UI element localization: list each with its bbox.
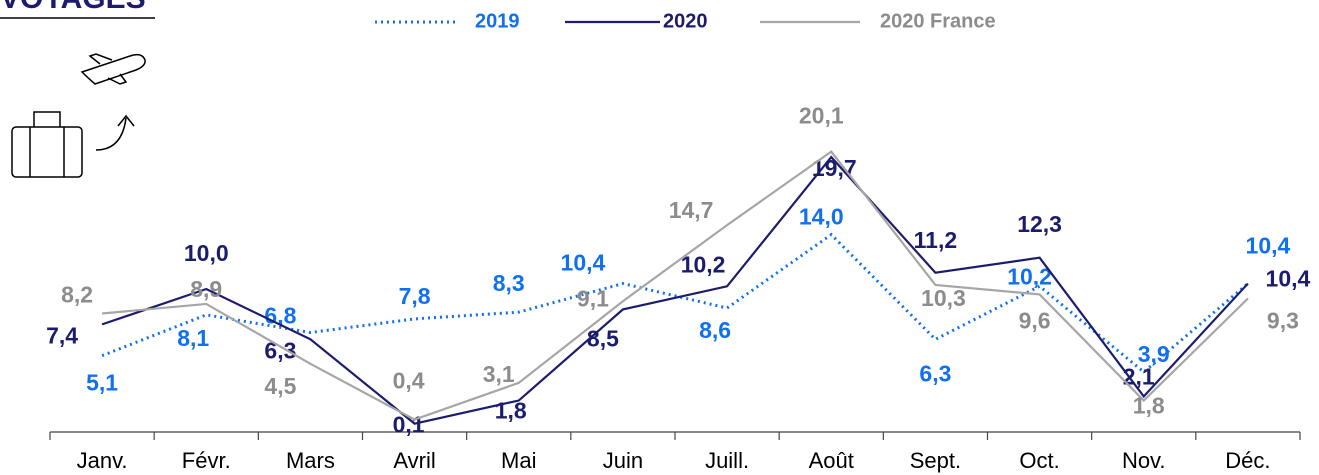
data-label: 12,3 xyxy=(1017,211,1062,237)
x-tick-label: Déc. xyxy=(1225,448,1270,473)
data-label: 8,9 xyxy=(190,276,222,302)
x-tick-label: Mai xyxy=(501,448,536,473)
x-tick-label: Avril xyxy=(393,448,435,473)
legend-label: 2020 France xyxy=(880,10,996,32)
series-line xyxy=(101,232,1249,374)
data-label: 14,0 xyxy=(799,204,844,230)
x-tick-label: Juin xyxy=(603,448,643,473)
chart-title: VOYAGES xyxy=(0,0,146,15)
data-label: 4,5 xyxy=(264,373,296,399)
data-label: 9,6 xyxy=(1019,308,1051,334)
data-label: 0,4 xyxy=(393,368,425,394)
data-label: 10,0 xyxy=(184,240,229,266)
data-label: 1,8 xyxy=(1133,393,1165,419)
x-tick-label: Févr. xyxy=(182,448,231,473)
data-label: 8,6 xyxy=(699,317,731,343)
data-label: 10,4 xyxy=(561,250,606,276)
x-tick-label: Nov. xyxy=(1122,448,1166,473)
x-tick-label: Janv. xyxy=(77,448,128,473)
data-label: 10,2 xyxy=(1007,263,1052,289)
data-label: 8,3 xyxy=(493,270,525,296)
data-label: 1,8 xyxy=(495,398,527,424)
x-tick-label: Oct. xyxy=(1019,448,1059,473)
data-label: 7,8 xyxy=(399,283,431,309)
x-tick-label: Juill. xyxy=(705,448,749,473)
data-label: 10,4 xyxy=(1266,266,1311,292)
travel-icon xyxy=(11,53,146,178)
data-label: 20,1 xyxy=(799,103,844,129)
data-label: 10,4 xyxy=(1246,233,1291,259)
data-label: 14,7 xyxy=(669,197,714,223)
data-label: 3,9 xyxy=(1138,341,1170,367)
data-label: 8,2 xyxy=(61,282,93,308)
data-label: 8,5 xyxy=(587,325,619,351)
series-line xyxy=(101,150,1249,421)
data-label: 9,3 xyxy=(1267,308,1299,334)
x-tick-label: Mars xyxy=(286,448,335,473)
data-label: 11,2 xyxy=(914,227,958,253)
data-label: 7,4 xyxy=(46,322,78,348)
legend-label: 2020 xyxy=(663,10,708,32)
series-line xyxy=(101,155,1249,425)
data-label: 3,1 xyxy=(483,361,515,387)
data-label: 8,1 xyxy=(177,325,209,351)
data-label: 6,3 xyxy=(264,337,296,363)
x-tick-label: Août xyxy=(809,448,854,473)
data-label: 9,1 xyxy=(577,285,609,311)
data-label: 6,3 xyxy=(919,360,951,386)
x-tick-label: Sept. xyxy=(910,448,961,473)
data-label: 10,2 xyxy=(681,251,726,277)
data-label: 10,3 xyxy=(921,285,966,311)
data-label: 5,1 xyxy=(86,370,118,396)
legend-label: 2019 xyxy=(475,10,520,32)
